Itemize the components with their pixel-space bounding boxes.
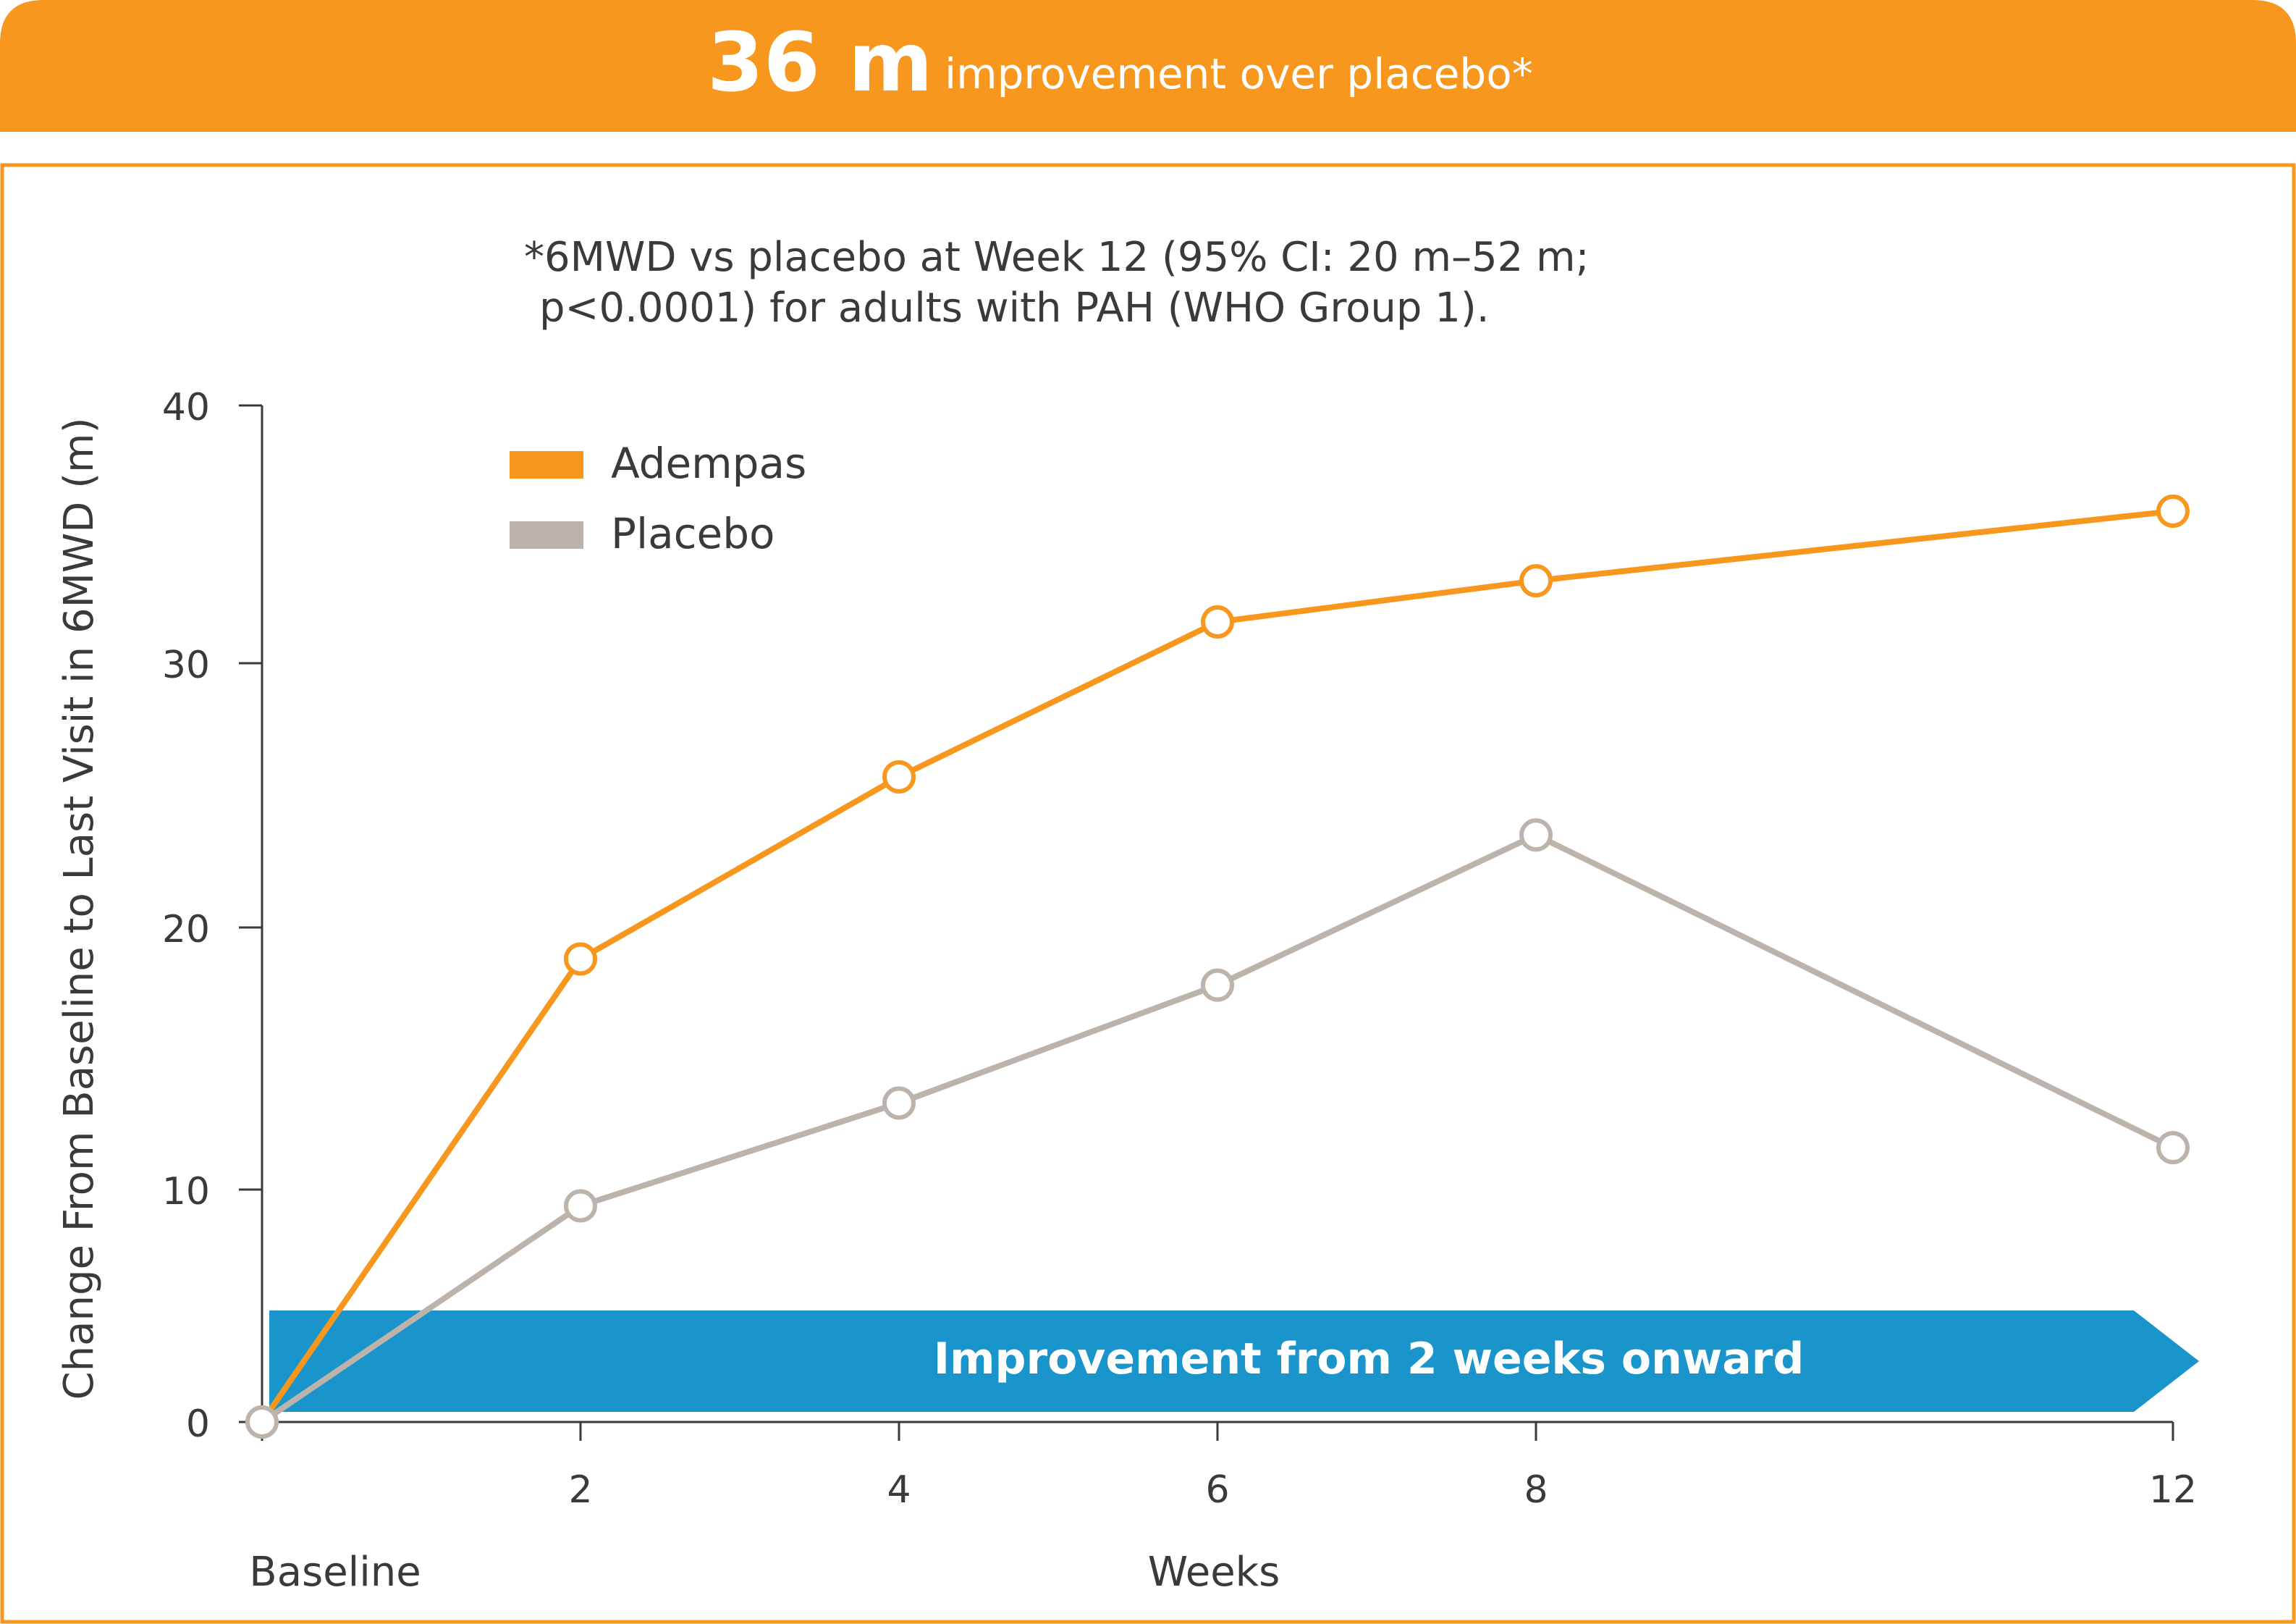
headline-text: improvement over placebo* [945, 49, 1533, 98]
y-axis-label: Change From Baseline to Last Visit in 6M… [56, 418, 103, 1400]
data-point-adempas [564, 942, 597, 976]
y-tick-label: 40 [162, 386, 210, 429]
x-tick-label: 2 [568, 1468, 592, 1512]
y-tick-label: 10 [162, 1170, 210, 1213]
series-line-adempas [259, 508, 2174, 1424]
legend-swatch-placebo [510, 521, 583, 549]
data-point-placebo [2156, 1131, 2190, 1165]
legend-label-adempas: Adempas [611, 439, 806, 488]
footnote-line-2: p<0.0001) for adults with PAH (WHO Group… [539, 285, 1490, 332]
data-point-adempas [2156, 494, 2190, 528]
improvement-banner-text: Improvement from 2 weeks onward [934, 1334, 1805, 1384]
data-point-placebo [882, 1086, 916, 1120]
legend-label-placebo: Placebo [611, 509, 775, 558]
data-point-adempas [1201, 605, 1234, 639]
data-point-placebo [1519, 818, 1553, 852]
improvement-banner [269, 1310, 2199, 1412]
headline-value: 36 m [707, 16, 933, 110]
data-point-placebo [564, 1189, 597, 1223]
legend-swatch-adempas [510, 451, 583, 479]
series-line-placebo [260, 831, 2174, 1425]
x-tick-label: 6 [1205, 1468, 1229, 1512]
footnote-line-1: *6MWD vs placebo at Week 12 (95% CI: 20 … [524, 234, 1589, 281]
header-bar [0, 0, 2296, 132]
chart-frame [0, 163, 2296, 1624]
y-tick-label: 20 [162, 908, 210, 951]
data-point-adempas [882, 760, 916, 794]
data-point-adempas [1519, 564, 1553, 598]
x-axis-label: Weeks [1148, 1549, 1280, 1596]
x-tick-label: 4 [887, 1468, 911, 1512]
x-baseline-label: Baseline [249, 1549, 421, 1596]
x-tick-label: 12 [2149, 1468, 2197, 1512]
data-point-adempas [245, 1405, 279, 1439]
x-tick-label: 8 [1524, 1468, 1548, 1512]
y-tick-label: 30 [162, 644, 210, 687]
data-point-placebo [1201, 968, 1234, 1002]
y-tick-label: 0 [186, 1402, 210, 1446]
